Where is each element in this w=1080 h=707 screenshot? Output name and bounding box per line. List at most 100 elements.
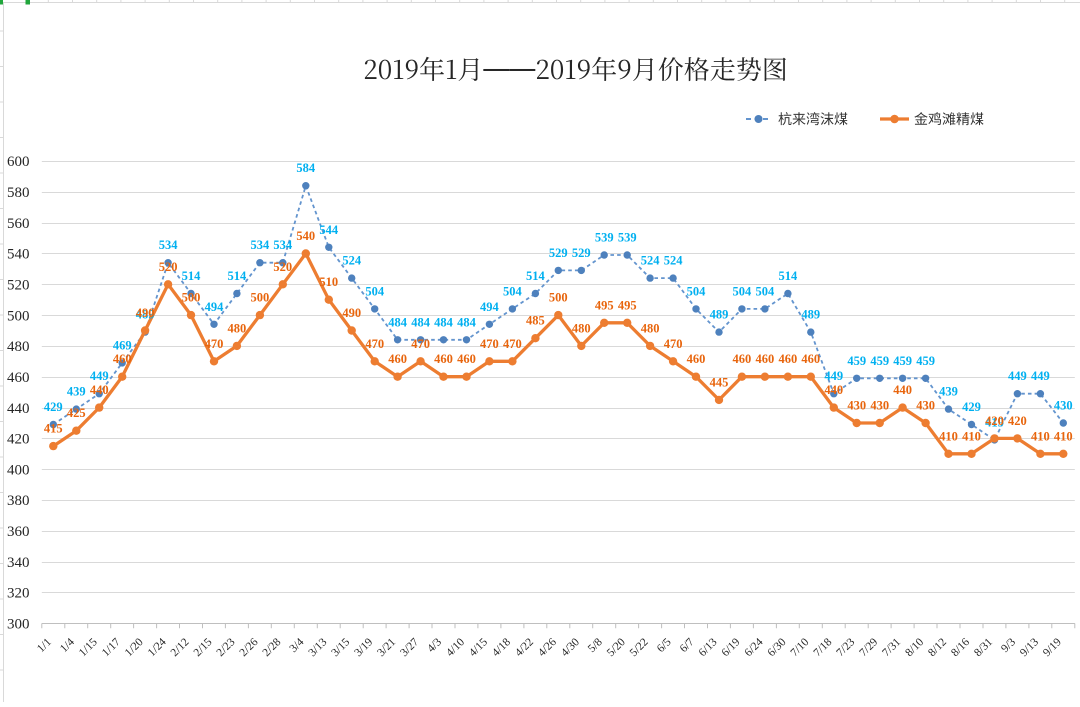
svg-text:560: 560	[7, 216, 30, 232]
svg-text:534: 534	[251, 238, 271, 252]
svg-text:600: 600	[7, 154, 30, 170]
svg-text:480: 480	[228, 321, 247, 335]
svg-text:449: 449	[1031, 369, 1050, 383]
svg-text:429: 429	[44, 400, 63, 414]
svg-text:534: 534	[273, 238, 293, 252]
svg-text:504: 504	[756, 284, 776, 298]
svg-text:430: 430	[847, 399, 866, 413]
svg-text:460: 460	[388, 352, 407, 366]
svg-text:489: 489	[710, 308, 729, 322]
svg-text:430: 430	[870, 399, 889, 413]
svg-text:360: 360	[7, 524, 30, 540]
svg-text:514: 514	[779, 269, 799, 283]
svg-text:470: 470	[503, 337, 522, 351]
svg-text:449: 449	[1008, 369, 1027, 383]
svg-text:470: 470	[664, 337, 683, 351]
svg-text:480: 480	[641, 321, 660, 335]
svg-text:510: 510	[319, 275, 338, 289]
svg-text:520: 520	[159, 260, 178, 274]
svg-text:539: 539	[595, 231, 614, 245]
svg-text:320: 320	[7, 586, 30, 602]
svg-text:524: 524	[641, 254, 661, 268]
svg-text:495: 495	[618, 298, 637, 312]
svg-text:440: 440	[824, 383, 843, 397]
svg-text:415: 415	[44, 422, 63, 436]
svg-text:460: 460	[779, 352, 798, 366]
svg-text:540: 540	[7, 247, 30, 263]
svg-text:490: 490	[136, 306, 155, 320]
svg-text:459: 459	[893, 354, 912, 368]
svg-text:460: 460	[7, 370, 30, 386]
svg-text:495: 495	[595, 298, 614, 312]
svg-text:529: 529	[549, 246, 568, 260]
svg-text:410: 410	[1031, 429, 1050, 443]
svg-text:459: 459	[916, 354, 935, 368]
svg-text:440: 440	[7, 401, 30, 417]
svg-text:544: 544	[319, 223, 339, 237]
svg-text:430: 430	[916, 399, 935, 413]
svg-text:469: 469	[113, 338, 132, 352]
svg-text:484: 484	[434, 315, 454, 329]
svg-text:420: 420	[1008, 414, 1027, 428]
svg-text:439: 439	[67, 385, 86, 399]
svg-text:459: 459	[870, 354, 889, 368]
svg-text:449: 449	[824, 369, 843, 383]
svg-text:460: 460	[113, 352, 132, 366]
svg-text:504: 504	[365, 284, 385, 298]
svg-text:470: 470	[365, 337, 384, 351]
svg-text:520: 520	[7, 278, 30, 294]
svg-text:440: 440	[90, 383, 109, 397]
svg-text:504: 504	[733, 284, 753, 298]
svg-text:529: 529	[572, 246, 591, 260]
svg-text:439: 439	[939, 385, 958, 399]
svg-text:500: 500	[549, 291, 568, 305]
svg-text:584: 584	[296, 161, 316, 175]
svg-text:460: 460	[801, 352, 820, 366]
svg-text:410: 410	[1054, 429, 1073, 443]
svg-text:534: 534	[159, 238, 179, 252]
svg-text:485: 485	[526, 314, 545, 328]
svg-text:460: 460	[687, 352, 706, 366]
svg-text:459: 459	[847, 354, 866, 368]
svg-text:480: 480	[572, 321, 591, 335]
svg-text:429: 429	[962, 400, 981, 414]
svg-text:430: 430	[1054, 399, 1073, 413]
svg-text:514: 514	[182, 269, 202, 283]
svg-text:340: 340	[7, 555, 30, 571]
svg-text:410: 410	[939, 429, 958, 443]
svg-text:460: 460	[457, 352, 476, 366]
svg-text:520: 520	[273, 260, 292, 274]
svg-text:460: 460	[756, 352, 775, 366]
svg-text:484: 484	[457, 315, 477, 329]
svg-text:524: 524	[664, 254, 684, 268]
svg-text:460: 460	[434, 352, 453, 366]
svg-text:500: 500	[7, 308, 30, 324]
svg-text:494: 494	[480, 300, 500, 314]
svg-text:540: 540	[296, 229, 315, 243]
svg-text:504: 504	[503, 284, 523, 298]
svg-text:410: 410	[962, 429, 981, 443]
svg-text:460: 460	[733, 352, 752, 366]
svg-text:420: 420	[985, 414, 1004, 428]
svg-text:440: 440	[893, 383, 912, 397]
svg-text:380: 380	[7, 493, 30, 509]
svg-text:514: 514	[526, 269, 546, 283]
svg-text:419: 419	[985, 415, 1004, 429]
svg-text:500: 500	[182, 291, 201, 305]
svg-text:425: 425	[67, 406, 86, 420]
svg-text:484: 484	[388, 315, 408, 329]
svg-text:489: 489	[801, 308, 820, 322]
svg-text:500: 500	[251, 291, 270, 305]
svg-text:484: 484	[411, 315, 431, 329]
svg-text:580: 580	[7, 185, 30, 201]
svg-text:300: 300	[7, 617, 30, 633]
svg-text:524: 524	[342, 254, 362, 268]
svg-text:470: 470	[480, 337, 499, 351]
svg-text:470: 470	[205, 337, 224, 351]
svg-text:480: 480	[7, 339, 30, 355]
svg-text:494: 494	[205, 300, 225, 314]
svg-text:445: 445	[710, 375, 729, 389]
svg-text:504: 504	[687, 284, 707, 298]
svg-text:420: 420	[7, 432, 30, 448]
svg-text:449: 449	[90, 369, 109, 383]
